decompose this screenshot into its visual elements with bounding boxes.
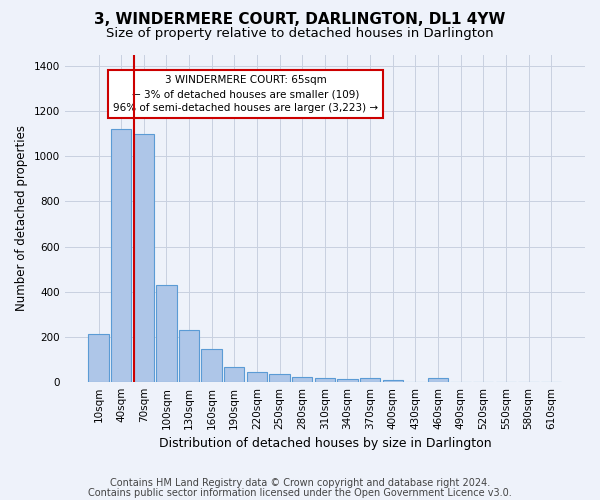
Bar — [337, 379, 358, 382]
Bar — [224, 367, 244, 382]
Y-axis label: Number of detached properties: Number of detached properties — [15, 126, 28, 312]
Bar — [179, 330, 199, 382]
Text: Contains public sector information licensed under the Open Government Licence v3: Contains public sector information licen… — [88, 488, 512, 498]
Bar — [88, 334, 109, 382]
Text: 3 WINDERMERE COURT: 65sqm
← 3% of detached houses are smaller (109)
96% of semi-: 3 WINDERMERE COURT: 65sqm ← 3% of detach… — [113, 76, 378, 114]
Bar — [156, 285, 176, 382]
Text: Contains HM Land Registry data © Crown copyright and database right 2024.: Contains HM Land Registry data © Crown c… — [110, 478, 490, 488]
Text: Size of property relative to detached houses in Darlington: Size of property relative to detached ho… — [106, 28, 494, 40]
Bar — [428, 378, 448, 382]
Bar — [134, 134, 154, 382]
X-axis label: Distribution of detached houses by size in Darlington: Distribution of detached houses by size … — [158, 437, 491, 450]
Bar — [360, 378, 380, 382]
Bar — [383, 380, 403, 382]
Bar — [247, 372, 267, 382]
Bar — [111, 130, 131, 382]
Bar — [292, 377, 313, 382]
Text: 3, WINDERMERE COURT, DARLINGTON, DL1 4YW: 3, WINDERMERE COURT, DARLINGTON, DL1 4YW — [94, 12, 506, 28]
Bar — [202, 349, 222, 382]
Bar — [269, 374, 290, 382]
Bar — [314, 378, 335, 382]
